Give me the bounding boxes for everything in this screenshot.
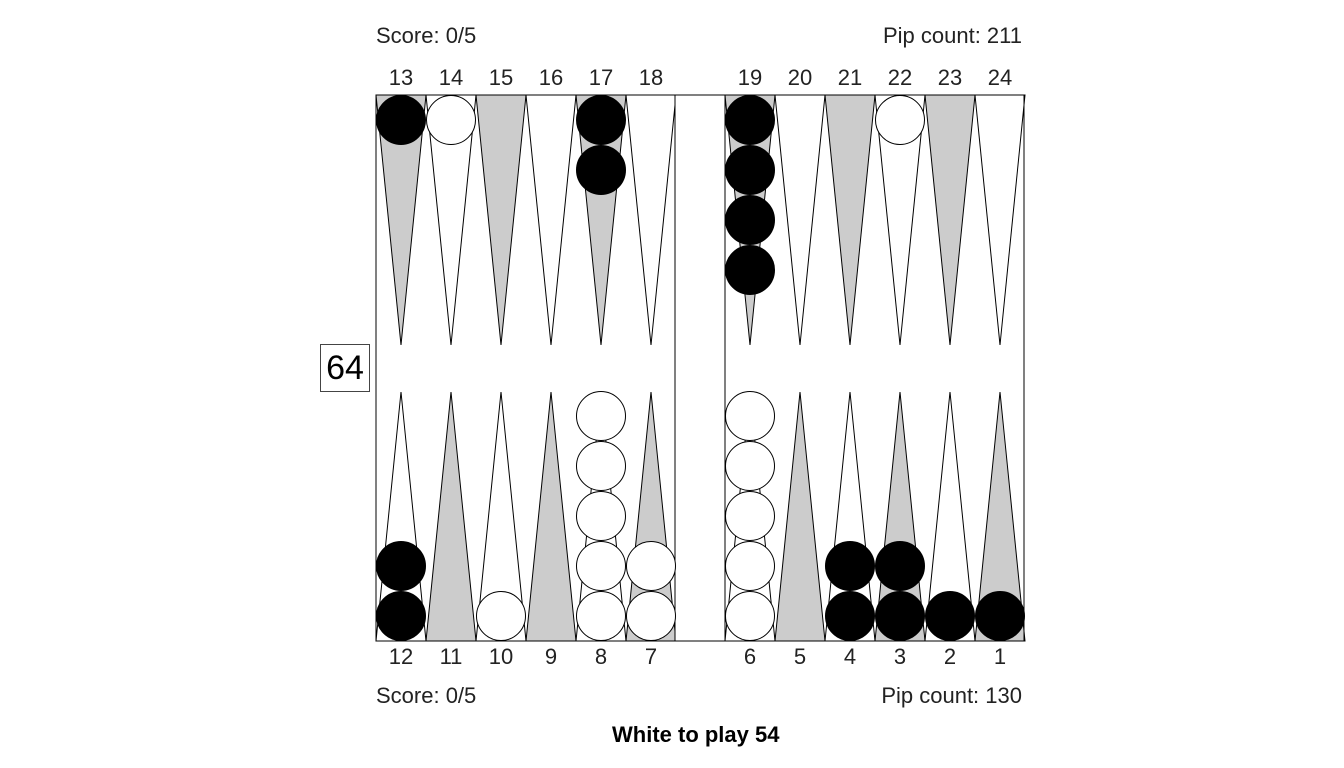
point-number-bottom: 2	[944, 644, 956, 669]
point-number-bottom: 3	[894, 644, 906, 669]
point-number-top: 23	[938, 65, 962, 90]
black-checker[interactable]	[376, 95, 426, 145]
point-number-top: 18	[639, 65, 663, 90]
white-checker[interactable]	[725, 391, 775, 441]
point-number-bottom: 1	[994, 644, 1006, 669]
point-15[interactable]	[475, 94, 527, 346]
point-number-bottom: 7	[645, 644, 657, 669]
bottom-player-score: Score: 0/5	[376, 683, 477, 708]
white-checker[interactable]	[576, 591, 626, 641]
white-checker[interactable]	[725, 591, 775, 641]
doubling-cube[interactable]: 64	[320, 344, 370, 392]
point-23[interactable]	[924, 94, 976, 346]
point-24[interactable]	[974, 94, 1026, 346]
black-checker[interactable]	[725, 145, 775, 195]
white-checker[interactable]	[576, 541, 626, 591]
point-number-bottom: 8	[595, 644, 607, 669]
white-checker[interactable]	[626, 541, 676, 591]
point-number-bottom: 12	[389, 644, 413, 669]
point-number-top: 24	[988, 65, 1012, 90]
top-player-pip-count: Pip count: 211	[882, 23, 1022, 48]
point-16[interactable]	[525, 94, 577, 346]
black-checker[interactable]	[376, 541, 426, 591]
point-number-top: 19	[738, 65, 762, 90]
white-checker[interactable]	[476, 591, 526, 641]
white-checker[interactable]	[725, 541, 775, 591]
black-checker[interactable]	[925, 591, 975, 641]
point-number-top: 17	[589, 65, 613, 90]
black-checker[interactable]	[725, 245, 775, 295]
point-number-bottom: 6	[744, 644, 756, 669]
point-11[interactable]	[425, 391, 477, 642]
point-number-bottom: 11	[440, 644, 463, 669]
point-number-bottom: 10	[489, 644, 513, 669]
point-20[interactable]	[774, 94, 826, 346]
white-checker[interactable]	[426, 95, 476, 145]
point-number-top: 21	[838, 65, 862, 90]
white-checker[interactable]	[576, 441, 626, 491]
top-player-score: Score: 0/5	[376, 23, 477, 48]
white-checker[interactable]	[576, 491, 626, 541]
point-number-top: 13	[389, 65, 413, 90]
white-checker[interactable]	[725, 441, 775, 491]
point-number-top: 22	[888, 65, 912, 90]
point-21[interactable]	[824, 94, 876, 346]
black-checker[interactable]	[875, 541, 925, 591]
point-9[interactable]	[525, 391, 577, 642]
black-checker[interactable]	[576, 145, 626, 195]
point-number-top: 15	[489, 65, 513, 90]
point-number-bottom: 5	[794, 644, 806, 669]
status-message: White to play 54	[612, 722, 780, 747]
bar[interactable]	[674, 94, 726, 642]
point-number-top: 20	[788, 65, 812, 90]
white-checker[interactable]	[626, 591, 676, 641]
point-18[interactable]	[625, 94, 677, 346]
black-checker[interactable]	[975, 591, 1025, 641]
point-number-bottom: 9	[545, 644, 557, 669]
black-checker[interactable]	[875, 591, 925, 641]
white-checker[interactable]	[875, 95, 925, 145]
black-checker[interactable]	[725, 95, 775, 145]
point-number-top: 14	[439, 65, 463, 90]
black-checker[interactable]	[825, 541, 875, 591]
point-number-bottom: 4	[844, 644, 856, 669]
white-checker[interactable]	[576, 391, 626, 441]
black-checker[interactable]	[576, 95, 626, 145]
point-5[interactable]	[774, 391, 826, 642]
black-checker[interactable]	[725, 195, 775, 245]
black-checker[interactable]	[825, 591, 875, 641]
white-checker[interactable]	[725, 491, 775, 541]
black-checker[interactable]	[376, 591, 426, 641]
bottom-player-pip-count: Pip count: 130	[881, 683, 1022, 708]
point-number-top: 16	[539, 65, 563, 90]
